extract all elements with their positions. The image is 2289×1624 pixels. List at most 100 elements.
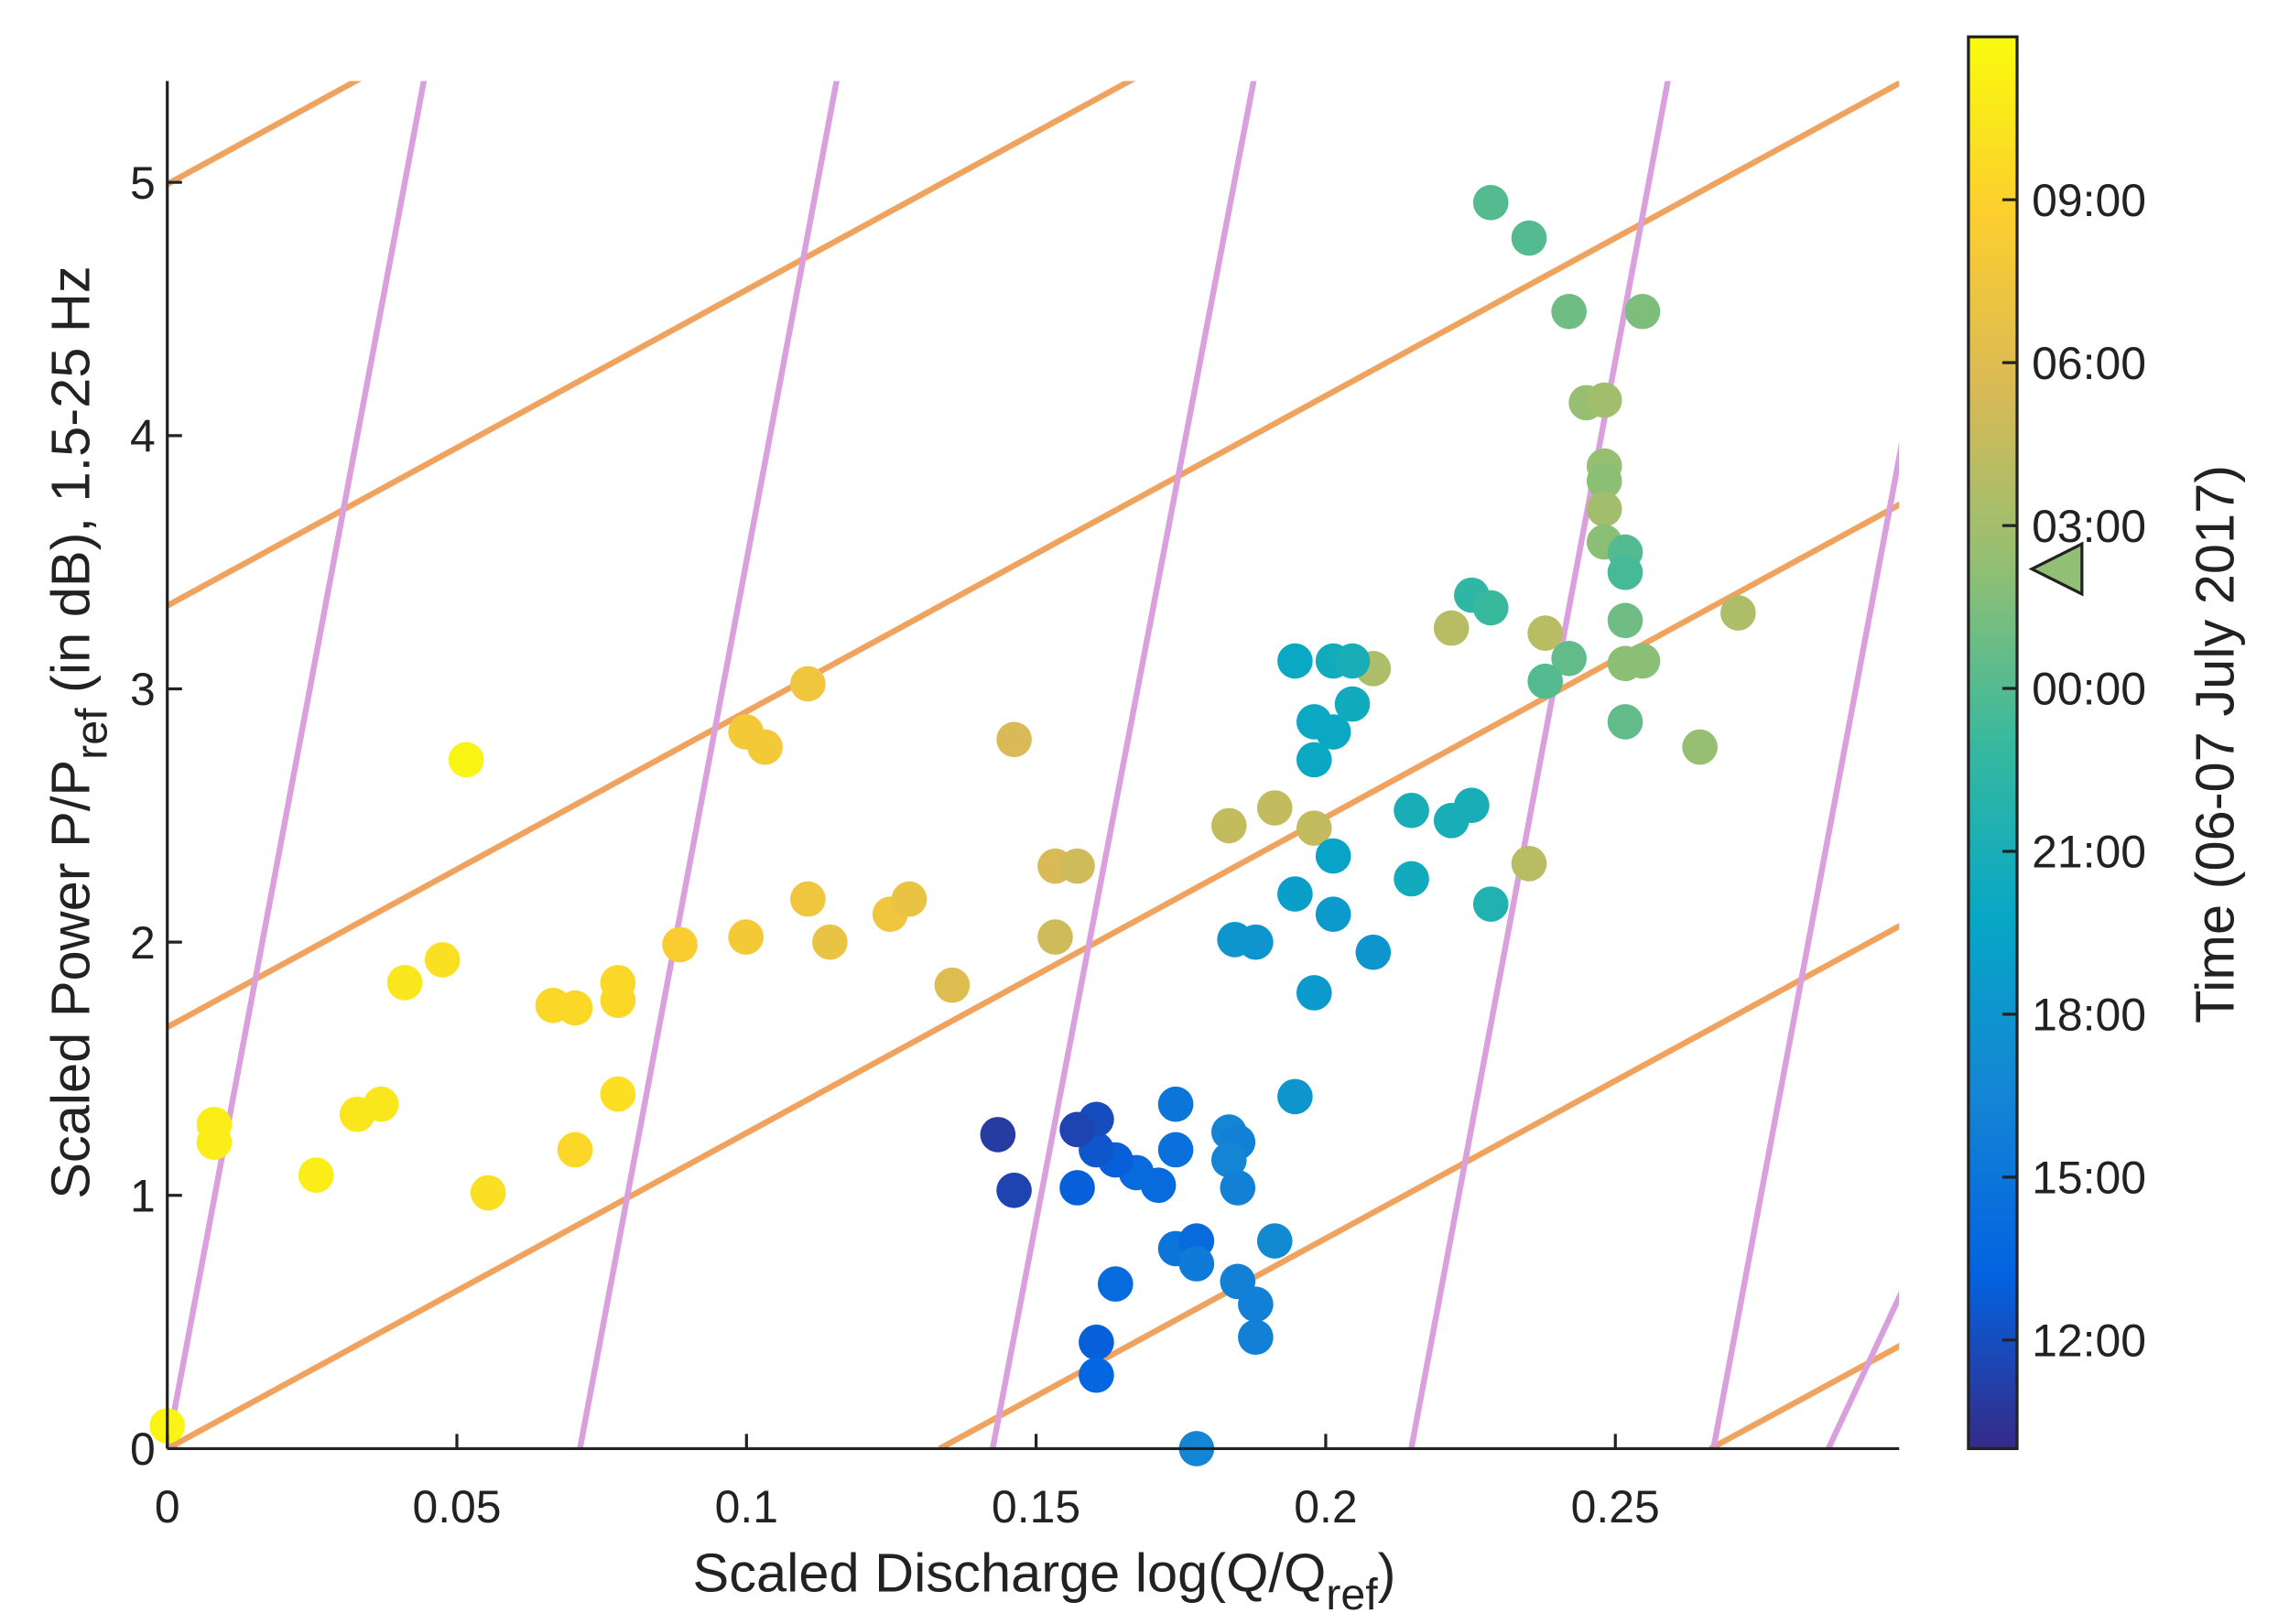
point [1296,742,1332,778]
point [1079,1357,1114,1393]
point [1256,1223,1293,1259]
reference-line [167,81,1136,609]
point [934,967,971,1003]
point [1157,1086,1194,1122]
point [1296,810,1332,846]
point [557,990,593,1026]
point [790,666,826,702]
x-tick-label: 0.15 [992,1481,1080,1532]
point [1238,924,1274,960]
y-tick-label: 5 [130,157,156,209]
point [1472,590,1509,626]
point [363,1086,399,1122]
y-tick-label: 3 [130,664,156,715]
point [1527,615,1564,651]
point [1256,790,1293,826]
colorbar-tick-label: 15:00 [2032,1153,2146,1204]
point [1624,293,1661,330]
point [600,1076,636,1112]
reference-line [167,81,1900,1030]
point [196,1124,233,1161]
x-tick-label: 0.1 [715,1481,778,1532]
point [1551,640,1587,677]
point [1238,1286,1274,1323]
point [1527,663,1564,699]
point [790,881,826,917]
reference-line [167,81,428,1449]
point [891,881,928,917]
y-tick-label: 2 [130,917,156,969]
colorbar-tick-label: 09:00 [2032,175,2146,226]
point [470,1175,506,1211]
point [996,1172,1032,1208]
point [1511,846,1547,882]
point [1277,1078,1313,1115]
y-tick-label: 1 [130,1170,156,1221]
point [1296,975,1332,1011]
colorbar-label: Time (06-07 July 2017) [2184,465,2245,1023]
label-part: Scaled Power P/P [39,760,101,1199]
point [1059,1111,1095,1148]
reference-line [167,81,363,188]
point [1059,848,1095,884]
colorbar-marker [2028,541,2084,597]
point [1720,595,1756,631]
point [1220,1170,1256,1206]
point [1607,554,1644,590]
colorbar-tick-label: 03:00 [2032,501,2146,552]
point [1334,686,1371,722]
point [600,982,636,1019]
point [1277,643,1313,679]
point [1607,704,1644,740]
point [996,721,1032,758]
label-part: ref [68,708,117,760]
label-part: Scaled Discharge log(Q/Q [693,1543,1327,1604]
point [1472,185,1509,221]
point [1511,220,1547,256]
point [747,729,783,765]
point [1210,807,1247,844]
point [1037,919,1073,955]
point [448,742,484,778]
point [1315,714,1351,750]
point [1315,896,1351,933]
x-tick-label: 0 [155,1481,180,1532]
label-part: (in dB), 1.5-25 Hz [39,265,101,708]
point [728,919,765,955]
label-part: ref [1326,1570,1378,1619]
colorbar-tick-label: 12:00 [2032,1315,2146,1367]
reference-line [1408,81,1671,1449]
point [1682,729,1718,765]
point [1238,1319,1274,1356]
point [1586,463,1622,499]
point [1586,382,1622,418]
point [1178,1246,1215,1282]
point [298,1157,334,1193]
point [1454,787,1490,824]
x-axis-label: Scaled Discharge log(Q/Qref) [693,1543,1396,1619]
y-tick-label: 0 [130,1424,156,1475]
x-tick-label: 0.05 [412,1481,501,1532]
point [812,924,848,960]
point [1551,293,1587,330]
point [1059,1170,1095,1206]
x-tick-label: 0.2 [1294,1481,1357,1532]
point [1079,1324,1114,1360]
point [386,965,423,1001]
point [557,1131,593,1168]
point [1210,1142,1247,1178]
point [1355,934,1392,970]
points [149,185,1756,1467]
point [1394,792,1429,828]
colorbar-tick-label: 18:00 [2032,990,2146,1041]
point [1315,838,1351,874]
reference-line [1710,441,1900,1449]
label-part: ) [1378,1543,1396,1604]
x-tick-label: 0.25 [1571,1481,1660,1532]
colorbar [1967,35,2019,1451]
point [1586,491,1622,527]
reference-line [1826,1290,1900,1449]
y-tick-label: 4 [130,411,156,462]
point [1394,861,1429,897]
reference-line [577,81,840,1449]
